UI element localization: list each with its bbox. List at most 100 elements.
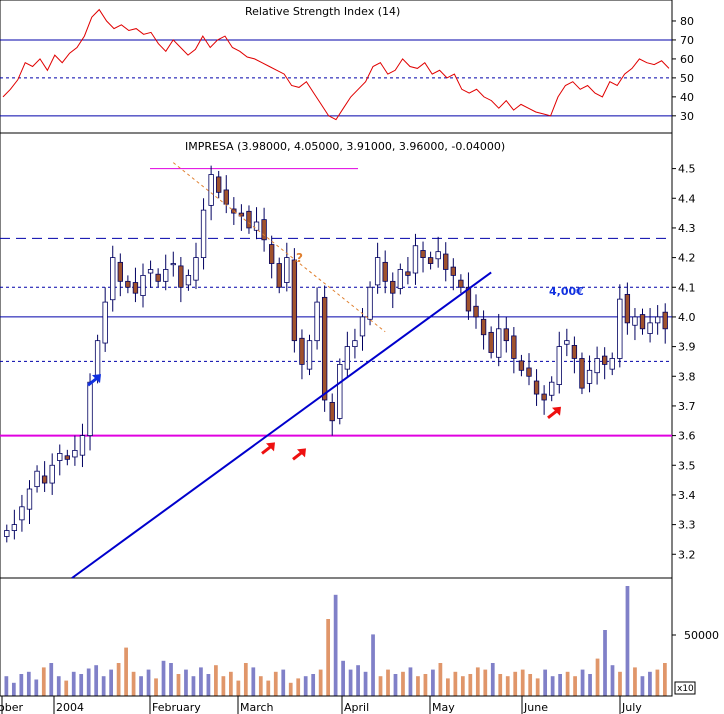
candle-body	[140, 274, 146, 296]
volume-bar	[573, 676, 577, 696]
candle-body	[268, 244, 275, 264]
candle-body	[246, 210, 252, 229]
candle-body	[412, 245, 419, 274]
candle-body	[284, 257, 290, 283]
volume-tick-label: 50000	[684, 629, 719, 642]
price-annotation-4eur: 4,00€	[549, 285, 584, 298]
candle-body	[337, 363, 343, 419]
x-tick-label: July	[621, 701, 642, 714]
candle-body	[64, 455, 70, 460]
volume-bar	[311, 674, 316, 696]
volume-bar	[453, 671, 458, 696]
candle-body	[397, 269, 403, 289]
volume-bar	[11, 682, 16, 696]
candle-body	[216, 176, 222, 193]
volume-bar	[26, 671, 31, 696]
volume-unit-box	[674, 681, 696, 695]
volume-bar	[505, 676, 510, 696]
volume-bar	[513, 671, 518, 696]
candle-body	[94, 340, 101, 378]
volume-bar	[618, 671, 622, 696]
candle-body	[496, 328, 502, 358]
volume-unit-label: x10	[677, 684, 694, 694]
x-tick-label: February	[152, 701, 201, 714]
volume-bar	[333, 594, 338, 696]
volume-bar	[258, 676, 263, 696]
candle-body	[609, 358, 615, 370]
volume-bar	[640, 676, 645, 696]
price-tick-label: 3.6	[678, 430, 696, 443]
candle-body	[147, 269, 154, 274]
candle-body	[291, 259, 298, 342]
x-tick-label: June	[523, 701, 548, 714]
volume-bar	[296, 678, 301, 696]
arrow-head	[552, 406, 561, 416]
candle-body	[473, 305, 479, 318]
volume-bar	[56, 676, 61, 696]
volume-bar	[71, 671, 76, 696]
arrow-red	[261, 442, 275, 455]
candle-body	[41, 475, 48, 484]
volume-bar	[603, 630, 607, 696]
volume-bar	[169, 663, 173, 696]
candle-body	[185, 274, 192, 286]
volume-bar	[101, 676, 106, 696]
candle-body	[556, 346, 562, 385]
volume-bar	[356, 665, 360, 696]
candle-body	[420, 250, 426, 258]
candle-body	[238, 212, 245, 217]
candle-body	[571, 345, 578, 359]
volume-bar	[34, 679, 39, 696]
candle-body	[617, 298, 623, 359]
volume-bar	[236, 680, 241, 696]
candle-body	[72, 450, 78, 458]
candle-body	[390, 280, 396, 294]
candle-body	[602, 355, 608, 365]
candle-body	[19, 506, 25, 521]
volume-bar	[161, 660, 166, 696]
volume-bar	[206, 674, 211, 696]
price-tick-label: 4.5	[678, 163, 696, 176]
rsi-title: Relative Strength Index (14)	[245, 5, 400, 18]
candle-body	[503, 328, 509, 342]
volume-bar	[468, 674, 473, 696]
candle-body	[49, 464, 55, 484]
volume-bar	[228, 671, 233, 696]
candle-body	[647, 322, 653, 334]
volume-bar	[490, 663, 495, 696]
arrow-shaft	[87, 376, 98, 387]
candle-body	[223, 189, 229, 205]
arrow-blue	[87, 374, 101, 387]
volume-bar	[341, 660, 345, 696]
volume-bar	[543, 669, 548, 696]
candle-body	[163, 269, 169, 282]
candle-body	[314, 301, 320, 342]
volume-bar	[498, 674, 503, 696]
candle-body	[87, 381, 93, 437]
volume-bar	[550, 676, 555, 696]
volume-bar	[131, 671, 136, 696]
volume-bar	[4, 676, 9, 696]
candle-body	[488, 331, 494, 353]
volume-bar	[109, 669, 114, 696]
candle-body	[458, 279, 464, 288]
candle-body	[511, 335, 517, 359]
volume-bar	[416, 676, 420, 696]
volume-bar	[386, 669, 390, 696]
price-tick-label: 4.0	[678, 311, 696, 324]
candle-body	[443, 253, 449, 270]
candle-body	[208, 174, 214, 206]
volume-bar	[393, 674, 398, 696]
rsi-tick-label: 70	[680, 34, 694, 47]
candle-body	[261, 219, 267, 241]
candle-body	[57, 452, 63, 461]
price-pane	[0, 132, 673, 579]
candle-body	[586, 369, 593, 384]
candle-body	[26, 488, 33, 510]
arrow-shaft	[261, 445, 272, 455]
candle-body	[276, 263, 282, 288]
volume-bar	[146, 669, 151, 696]
candle-body	[541, 393, 547, 401]
price-tick-label: 3.8	[678, 370, 696, 383]
